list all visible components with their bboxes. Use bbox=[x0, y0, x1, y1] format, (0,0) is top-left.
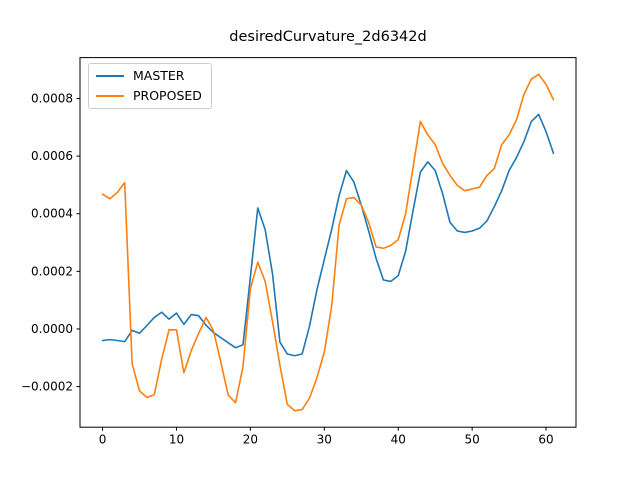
proposed-line bbox=[101, 73, 555, 412]
legend-label-master: MASTER bbox=[133, 68, 185, 83]
x-tick-label: 50 bbox=[465, 433, 480, 447]
legend-label-proposed: PROPOSED bbox=[133, 88, 202, 103]
x-tick-label: 10 bbox=[169, 433, 184, 447]
chart-title: desiredCurvature_2d6342d bbox=[229, 29, 427, 45]
legend: MASTER PROPOSED bbox=[88, 63, 212, 109]
axes-spines bbox=[79, 57, 577, 428]
x-tick-label: 40 bbox=[391, 433, 406, 447]
master-line bbox=[101, 113, 555, 357]
y-tick-label: −0.0002 bbox=[21, 380, 73, 394]
y-tick-label: 0.0002 bbox=[31, 264, 73, 278]
legend-item-master: MASTER bbox=[96, 69, 202, 83]
y-tick-label: 0.0000 bbox=[31, 322, 73, 336]
x-tick-label: 20 bbox=[243, 433, 258, 447]
proposed-line-swatch bbox=[96, 95, 124, 97]
y-tick-label: 0.0008 bbox=[31, 92, 73, 106]
y-tick-label: 0.0004 bbox=[31, 207, 73, 221]
legend-item-proposed: PROPOSED bbox=[96, 89, 202, 103]
master-line-swatch bbox=[96, 75, 124, 77]
x-tick-label: 60 bbox=[538, 433, 553, 447]
y-tick-label: 0.0006 bbox=[31, 149, 73, 163]
x-tick-label: 0 bbox=[99, 433, 107, 447]
x-tick-label: 30 bbox=[317, 433, 332, 447]
